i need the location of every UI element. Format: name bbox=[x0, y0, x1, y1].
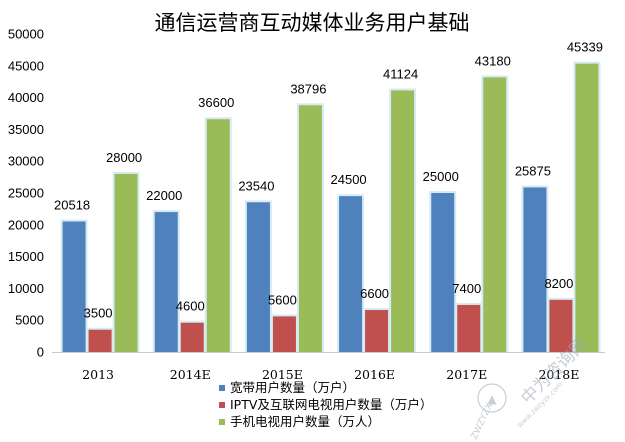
watermark-badge-text: ZWZYZX bbox=[470, 402, 496, 442]
y-tick-label: 30000 bbox=[8, 154, 44, 169]
y-tick-label: 0 bbox=[37, 345, 44, 360]
data-label: 5600 bbox=[268, 292, 297, 307]
legend-item-label: IPTV及互联网电视用户数量（万户） bbox=[230, 397, 432, 412]
y-tick-label: 45000 bbox=[8, 58, 44, 73]
bar-series-2-2017E bbox=[483, 77, 507, 353]
data-label: 8200 bbox=[544, 276, 573, 291]
y-tick-label: 5000 bbox=[15, 313, 44, 328]
y-axis: 0 5000 10000 15000 20000 25000 30000 35000 40000… bbox=[8, 27, 44, 360]
x-axis: 2013 2014E 2015E 2016E 2017E 2018E bbox=[52, 352, 605, 382]
data-label: 7400 bbox=[452, 281, 481, 296]
bar-series-2-2018E bbox=[575, 63, 599, 353]
legend-item-label: 宽带用户数量（万户） bbox=[230, 380, 355, 395]
svg-text:▲: ▲ bbox=[487, 392, 497, 406]
y-tick-label: 10000 bbox=[8, 281, 44, 296]
bar-series-0-2013 bbox=[62, 221, 86, 352]
bar-series-0-2017E bbox=[431, 193, 455, 352]
x-tick-label: 2017E bbox=[446, 367, 487, 382]
bar-series-1-2018E bbox=[549, 299, 573, 352]
bar-series-1-2014E bbox=[180, 322, 204, 352]
x-tick-label: 2014E bbox=[170, 367, 211, 382]
data-label: 22000 bbox=[146, 188, 182, 203]
x-tick-label: 2018E bbox=[538, 367, 579, 382]
data-labels-group: 20518 3500 28000 22000 4600 36600 23540 5600 387… bbox=[54, 40, 603, 321]
bar-series-1-2015E bbox=[272, 316, 296, 352]
bar-series-0-2014E bbox=[154, 212, 178, 352]
y-tick-label: 35000 bbox=[8, 122, 44, 137]
y-tick-label: 50000 bbox=[8, 27, 44, 42]
legend: 宽带用户数量（万户） IPTV及互联网电视用户数量（万户） 手机电视用户数量（万人） bbox=[219, 380, 432, 429]
bar-series-2-2013 bbox=[114, 173, 138, 352]
bar-series-2-2014E bbox=[206, 119, 230, 352]
data-label: 4600 bbox=[176, 299, 205, 314]
data-label: 45339 bbox=[567, 40, 603, 55]
bar-series-0-2018E bbox=[523, 187, 547, 352]
data-label: 20518 bbox=[54, 198, 90, 213]
bar-series-2-2015E bbox=[298, 105, 322, 352]
data-label: 25000 bbox=[423, 169, 459, 184]
bar-series-2-2016E bbox=[391, 90, 415, 353]
data-label: 3500 bbox=[84, 306, 113, 321]
x-tick-label: 2016E bbox=[354, 367, 395, 382]
bar-series-0-2015E bbox=[246, 202, 270, 352]
data-label: 36600 bbox=[198, 95, 234, 110]
legend-item-label: 手机电视用户数量（万人） bbox=[230, 414, 380, 429]
legend-swatch bbox=[219, 385, 225, 391]
y-tick-label: 15000 bbox=[8, 249, 44, 264]
legend-swatch bbox=[219, 419, 225, 425]
y-tick-label: 40000 bbox=[8, 90, 44, 105]
bar-series-0-2016E bbox=[339, 196, 363, 352]
legend-swatch bbox=[219, 402, 225, 408]
bar-series-1-2016E bbox=[365, 310, 389, 352]
data-label: 28000 bbox=[106, 150, 142, 165]
data-label: 41124 bbox=[383, 66, 418, 81]
data-label: 38796 bbox=[290, 81, 326, 96]
bar-series-1-2017E bbox=[457, 304, 481, 352]
data-label: 43180 bbox=[475, 53, 511, 68]
x-tick-label: 2015E bbox=[262, 367, 303, 382]
data-label: 23540 bbox=[238, 178, 274, 193]
bar-series-1-2013 bbox=[88, 329, 112, 352]
data-label: 24500 bbox=[331, 172, 367, 187]
data-label: 25875 bbox=[515, 163, 551, 178]
y-tick-label: 25000 bbox=[8, 186, 44, 201]
y-tick-label: 20000 bbox=[8, 217, 44, 232]
data-label: 6600 bbox=[360, 286, 389, 301]
bars-group bbox=[60, 61, 601, 353]
x-tick-label: 2013 bbox=[82, 367, 114, 382]
chart-title: 通信运营商互动媒体业务用户基础 bbox=[155, 11, 470, 35]
